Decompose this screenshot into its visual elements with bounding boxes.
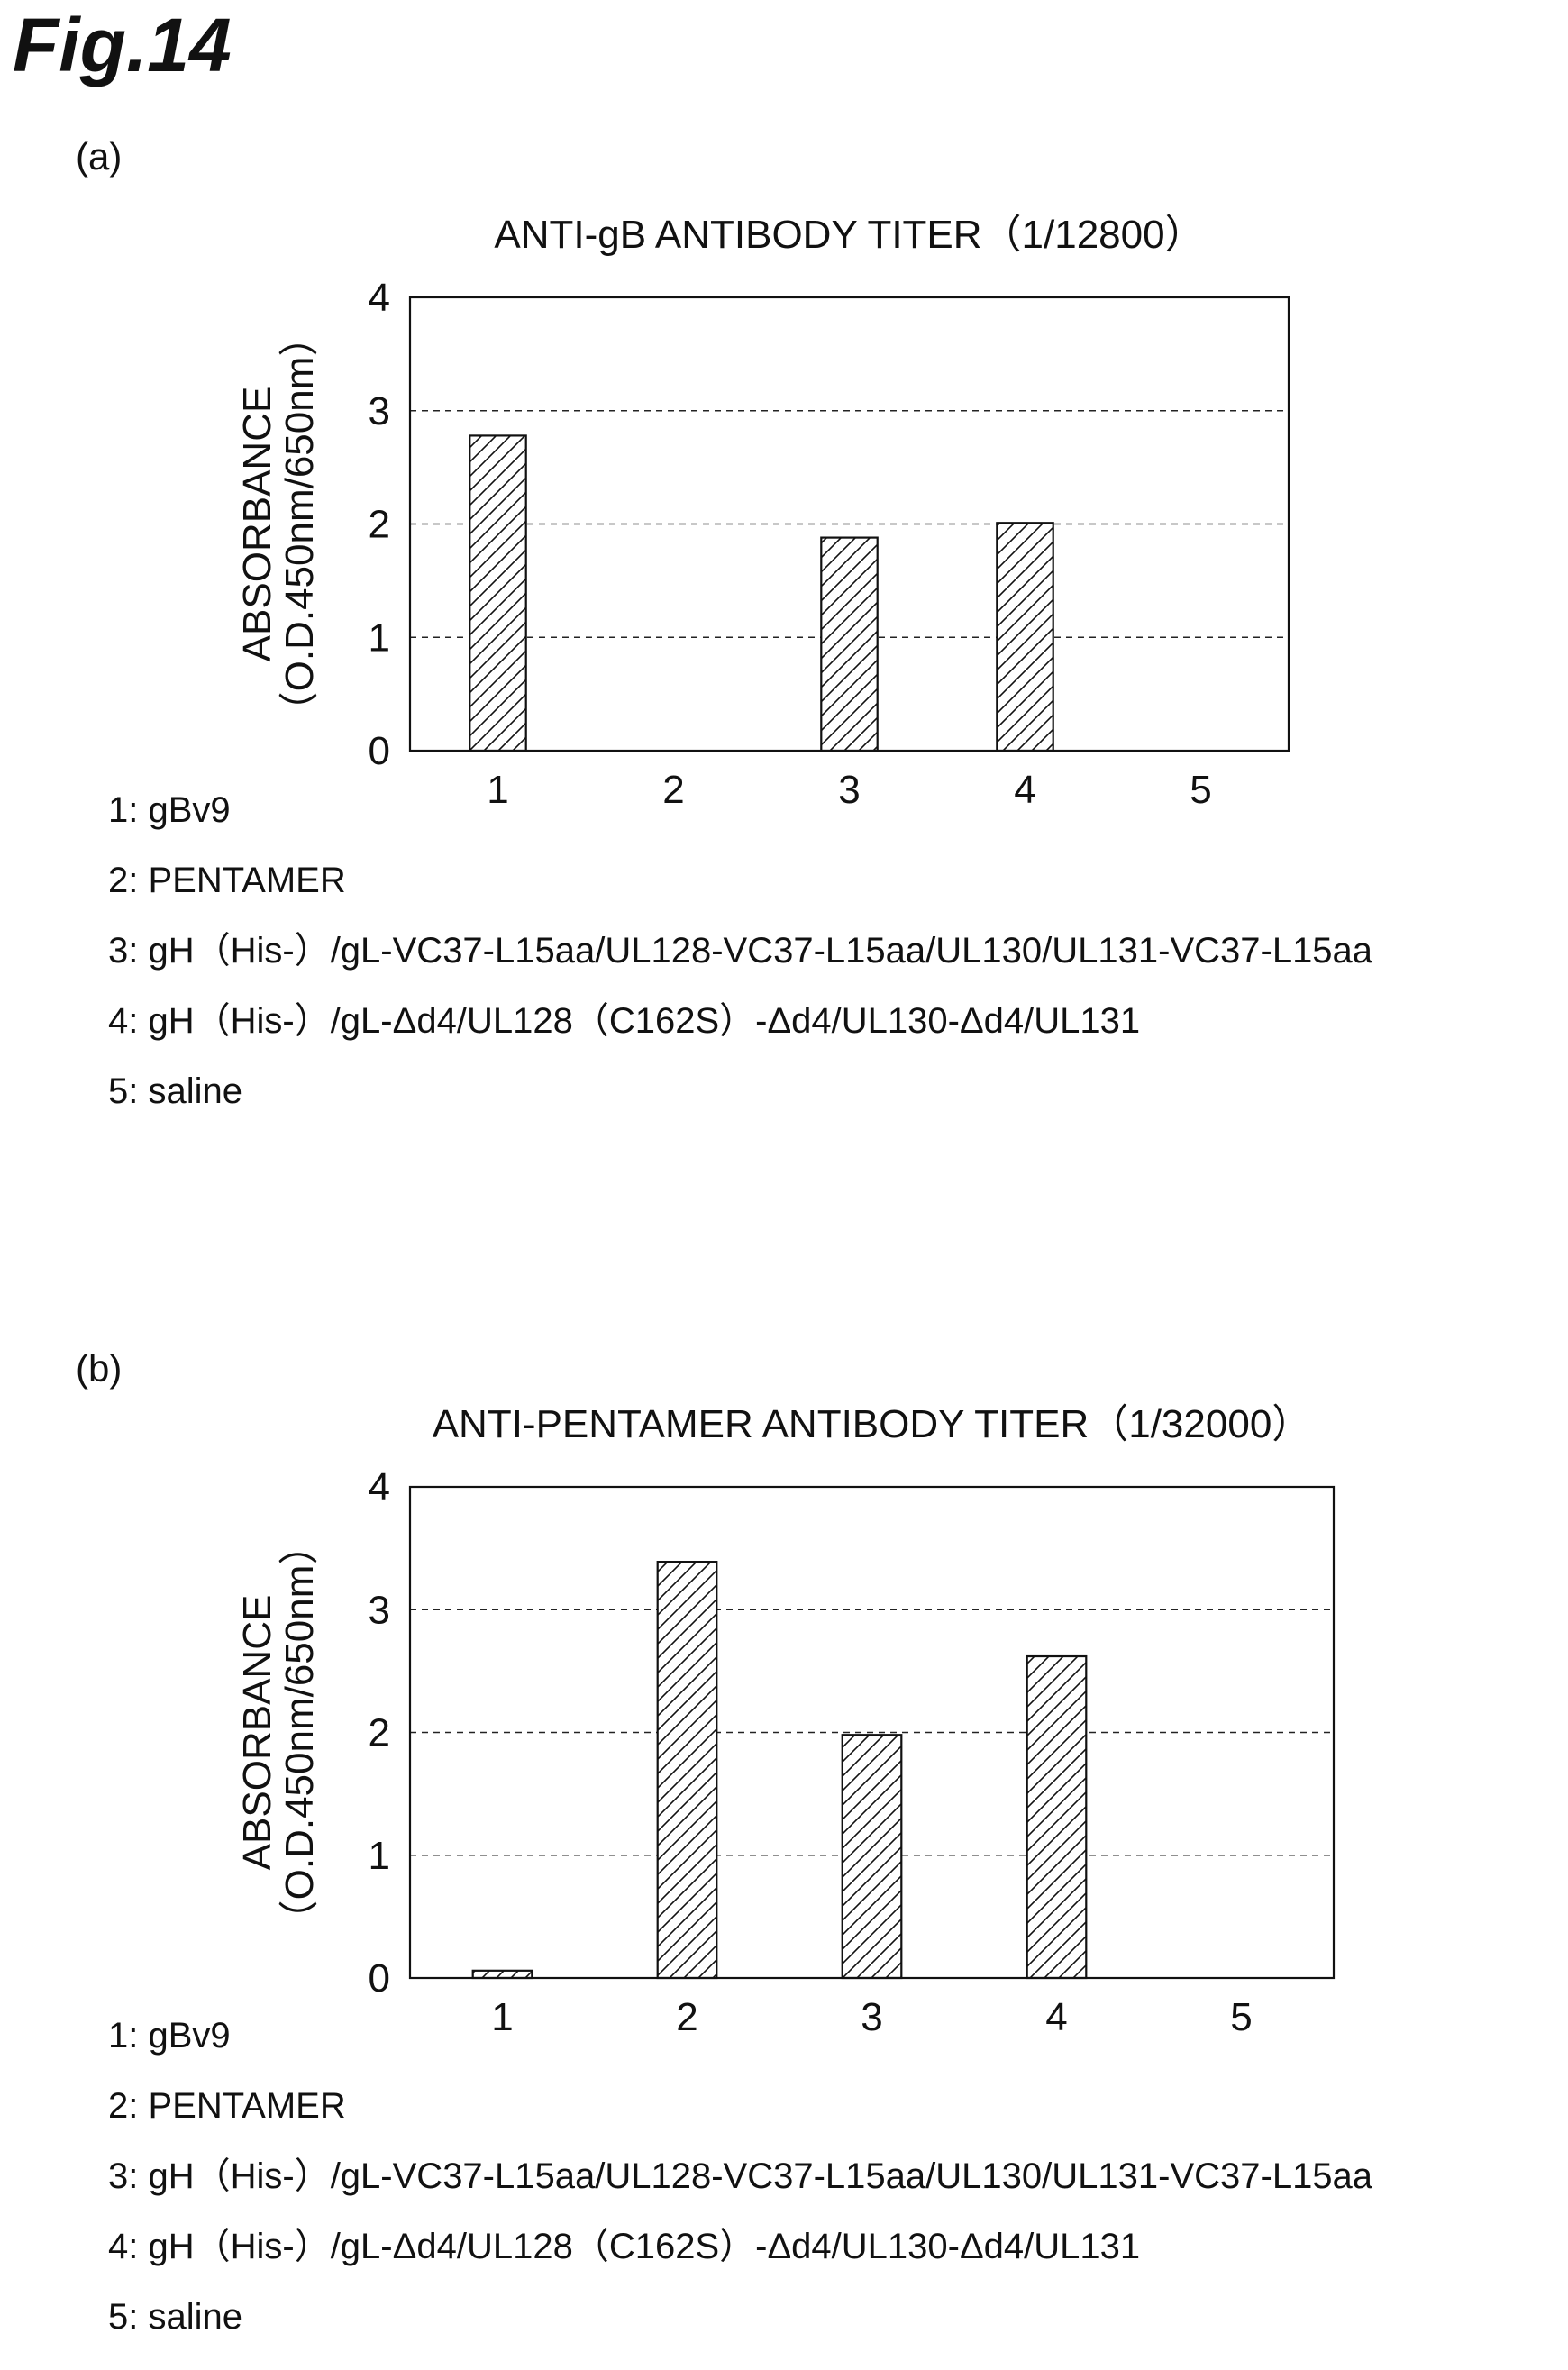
y-tick-label: 4 <box>369 276 390 320</box>
chart-b: ANTI-PENTAMER ANTIBODY TITER（1/32000） 0 1 2… <box>235 1402 1336 2039</box>
x-tick-label: 3 <box>861 1995 882 2039</box>
y-tick-label: 3 <box>369 1588 390 1632</box>
x-tick-label: 4 <box>1045 1995 1067 2039</box>
y-tick-label: 0 <box>369 729 390 773</box>
x-tick-label: 3 <box>838 768 860 812</box>
panel-a-label: (a) <box>76 135 123 178</box>
bar <box>996 522 1054 752</box>
legend-item: 5: saline <box>108 2297 242 2337</box>
legend-item: 5: saline <box>108 1071 242 1111</box>
bar <box>471 1969 533 1980</box>
legend-b: 1: gBv9 2: PENTAMER 3: gH（His-）/gL-VC37-… <box>108 2001 1372 2352</box>
bar <box>1026 1654 1088 1980</box>
legend-item: 2: PENTAMER <box>108 2086 346 2126</box>
y-axis-label-units: （O.D.450nm/650nm） <box>278 1526 322 1940</box>
legend-item: 1: gBv9 <box>108 2016 231 2056</box>
legend-a: 1: gBv9 2: PENTAMER 3: gH（His-）/gL-VC37-… <box>108 775 1372 1126</box>
bar <box>820 536 879 752</box>
x-tick-label: 2 <box>676 1995 697 2039</box>
y-tick-label: 2 <box>369 503 390 547</box>
x-tick-label: 5 <box>1190 768 1211 812</box>
bar <box>656 1561 718 1980</box>
y-tick-label: 1 <box>369 615 390 660</box>
plot-frame <box>408 1485 1336 1980</box>
bar <box>469 434 527 752</box>
y-tick-label: 1 <box>369 1834 390 1878</box>
y-tick-label: 0 <box>369 1956 390 2001</box>
legend-item: 3: gH（His-）/gL-VC37-L15aa/UL128-VC37-L15… <box>108 2156 1373 2196</box>
chart-title: ANTI-PENTAMER ANTIBODY TITER（1/32000） <box>433 1402 1312 1446</box>
y-tick-label: 4 <box>369 1465 390 1509</box>
legend-item: 3: gH（His-）/gL-VC37-L15aa/UL128-VC37-L15… <box>108 931 1373 971</box>
panel-b-label: (b) <box>76 1347 123 1390</box>
legend-item: 4: gH（His-）/gL-Δd4/UL128（C162S）-Δd4/UL13… <box>108 1001 1141 1041</box>
chart-a: ANTI-gB ANTIBODY TITER（1/12800） 0 1 2 3 4 1 2 3 4… <box>235 213 1290 812</box>
legend-item: 4: gH（His-）/gL-Δd4/UL128（C162S）-Δd4/UL13… <box>108 2227 1141 2266</box>
y-tick-label: 3 <box>369 389 390 433</box>
x-tick-label: 1 <box>487 768 508 812</box>
y-axis-label: ABSORBANCE <box>235 387 279 662</box>
figure-title: Fig.14 <box>13 3 232 87</box>
y-axis-label-units: （O.D.450nm/650nm） <box>278 317 322 732</box>
x-tick-label: 1 <box>491 1995 513 2039</box>
x-tick-label: 4 <box>1014 768 1035 812</box>
y-axis-label: ABSORBANCE <box>235 1595 279 1871</box>
legend-item: 1: gBv9 <box>108 790 231 830</box>
bar <box>841 1734 903 1980</box>
x-tick-label: 2 <box>662 768 684 812</box>
x-tick-label: 5 <box>1230 1995 1252 2039</box>
y-tick-label: 2 <box>369 1711 390 1755</box>
chart-title: ANTI-gB ANTIBODY TITER（1/12800） <box>494 213 1204 257</box>
legend-item: 2: PENTAMER <box>108 861 346 900</box>
plot-frame <box>408 296 1290 752</box>
